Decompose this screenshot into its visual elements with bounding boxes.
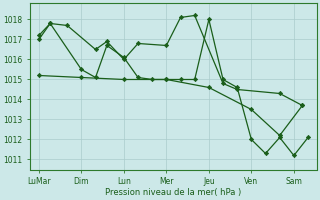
X-axis label: Pression niveau de la mer( hPa ): Pression niveau de la mer( hPa ): [105, 188, 242, 197]
